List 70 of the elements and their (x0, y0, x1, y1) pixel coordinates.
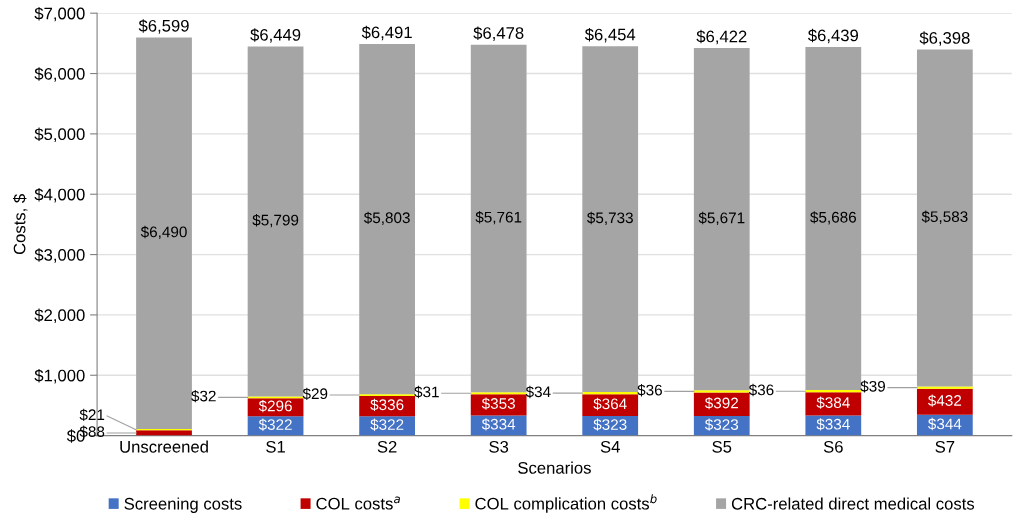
data-label: $5,803 (363, 211, 410, 225)
x-tick-label: S2 (377, 440, 397, 453)
y-tick-label: $2,000 (34, 308, 85, 324)
data-label: $39 (860, 380, 886, 393)
x-tick-label: S4 (600, 440, 620, 453)
data-label: $5,686 (810, 211, 856, 225)
bar (470, 44, 527, 393)
data-label: $323 (704, 418, 739, 431)
x-tick-label: S1 (266, 440, 285, 453)
bar (805, 392, 862, 416)
data-label: $5,583 (921, 210, 968, 224)
data-label: $6,490 (140, 225, 187, 240)
total-label: $6,478 (473, 26, 524, 41)
bar (136, 430, 192, 436)
y-axis-title: Costs, $ (12, 194, 28, 255)
data-label: $5,761 (475, 211, 522, 225)
data-label: $31 (414, 385, 439, 399)
data-label: $432 (928, 394, 962, 407)
y-tick-label: $7,000 (34, 6, 85, 22)
bar (693, 392, 750, 417)
data-label: $334 (816, 418, 850, 431)
data-label: $21 (79, 408, 105, 422)
bar (693, 390, 750, 393)
x-tick-label: S6 (823, 440, 843, 453)
x-axis-title: Scenarios (518, 461, 591, 474)
total-label: $6,439 (808, 28, 858, 44)
data-label: $322 (258, 418, 292, 431)
legend-label: Screening costs (124, 497, 242, 513)
data-label: $364 (593, 397, 627, 411)
data-label: $296 (258, 399, 292, 413)
legend-label: COL complication costs$^{b}$ (475, 494, 657, 513)
x-tick-label: Unscreened (120, 440, 208, 453)
bar (916, 386, 973, 389)
x-tick-label: S3 (489, 440, 509, 453)
data-label: $334 (481, 418, 516, 431)
x-tick-label: S5 (712, 440, 732, 453)
legend-label: COL costs$^{a}$ (316, 496, 400, 510)
bar (916, 388, 973, 415)
data-label: $5,671 (698, 211, 745, 226)
total-label: $6,398 (919, 31, 970, 46)
y-tick-label: $3,000 (34, 248, 85, 263)
total-label: $6,422 (696, 29, 747, 45)
total-label: $6,491 (361, 25, 412, 41)
data-label: $384 (816, 396, 850, 409)
data-label: $29 (302, 387, 328, 401)
data-label: $32 (191, 389, 216, 403)
y-tick-label: $1,000 (34, 368, 85, 384)
total-label: $6,449 (250, 28, 301, 43)
data-label: $353 (481, 397, 515, 410)
data-label: $392 (704, 396, 738, 410)
total-label: $6,454 (584, 27, 636, 43)
data-label: $36 (637, 384, 662, 397)
y-tick-label: $6,000 (34, 67, 85, 82)
bar (582, 394, 639, 417)
data-label: $323 (593, 418, 627, 431)
data-label: $5,799 (252, 214, 299, 228)
bar (247, 46, 304, 397)
bar (582, 392, 639, 395)
y-tick-label: $5,000 (34, 127, 85, 143)
y-tick-label: $4,000 (34, 187, 85, 203)
data-label: $36 (748, 383, 774, 397)
bar (805, 390, 862, 393)
data-label: $34 (525, 385, 551, 399)
data-label: $322 (370, 418, 404, 431)
data-label: $5,733 (587, 211, 633, 226)
data-label: $344 (928, 417, 962, 431)
total-label: $6,599 (138, 19, 189, 34)
data-label: $336 (370, 398, 404, 412)
legend-label: CRC-related direct medical costs (731, 497, 975, 510)
x-tick-label: S7 (935, 440, 955, 453)
